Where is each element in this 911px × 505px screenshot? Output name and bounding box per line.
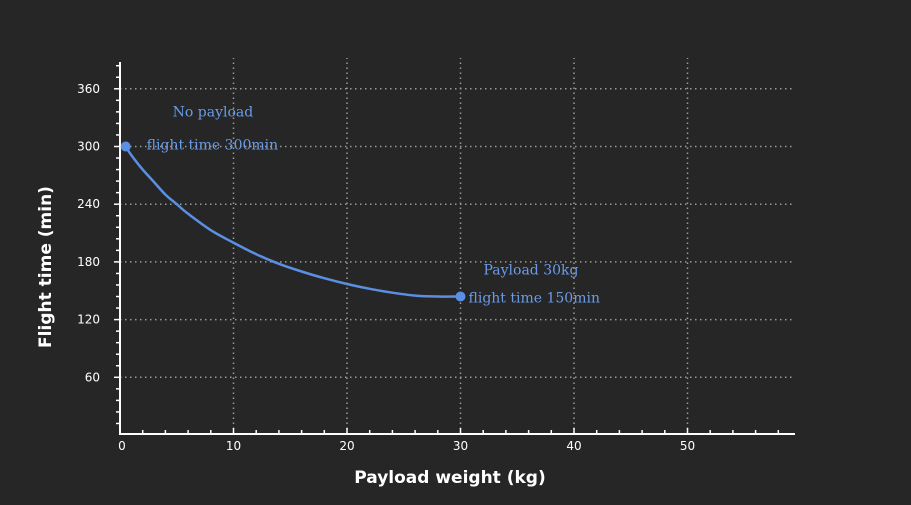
x-tick-label: 0 xyxy=(118,439,126,453)
y-tick-label: 120 xyxy=(77,313,100,327)
annotation-title: No payload xyxy=(173,104,254,120)
annotation-value: flight time 150min xyxy=(469,291,600,307)
x-tick-label: 50 xyxy=(680,439,695,453)
y-tick-label: 180 xyxy=(77,255,100,269)
tick-marks xyxy=(114,64,780,434)
y-axis-title: Flight time (min) xyxy=(36,186,56,348)
annotation-value: flight time 300min xyxy=(147,137,278,153)
x-tick-label: 30 xyxy=(453,439,468,453)
annotation-title: Payload 30kg xyxy=(484,263,579,279)
data-point-marker xyxy=(455,291,466,302)
y-tick-label: 240 xyxy=(77,197,100,211)
data-point-marker xyxy=(120,141,131,152)
y-tick-label: 300 xyxy=(77,139,100,153)
axes xyxy=(119,62,795,435)
x-axis-title: Payload weight (kg) xyxy=(354,468,546,488)
x-tick-label: 10 xyxy=(226,439,241,453)
tick-labels: 60 120 180 240 300 360 0 10 20 30 40 50 xyxy=(77,82,695,453)
x-tick-label: 20 xyxy=(339,439,354,453)
x-tick-label: 40 xyxy=(566,439,581,453)
y-tick-label: 60 xyxy=(85,370,100,384)
y-tick-label: 360 xyxy=(77,82,100,96)
annotations: No payload flight time 300min Payload 30kg… xyxy=(120,104,600,307)
series-group xyxy=(124,145,461,298)
series-line xyxy=(124,145,461,298)
